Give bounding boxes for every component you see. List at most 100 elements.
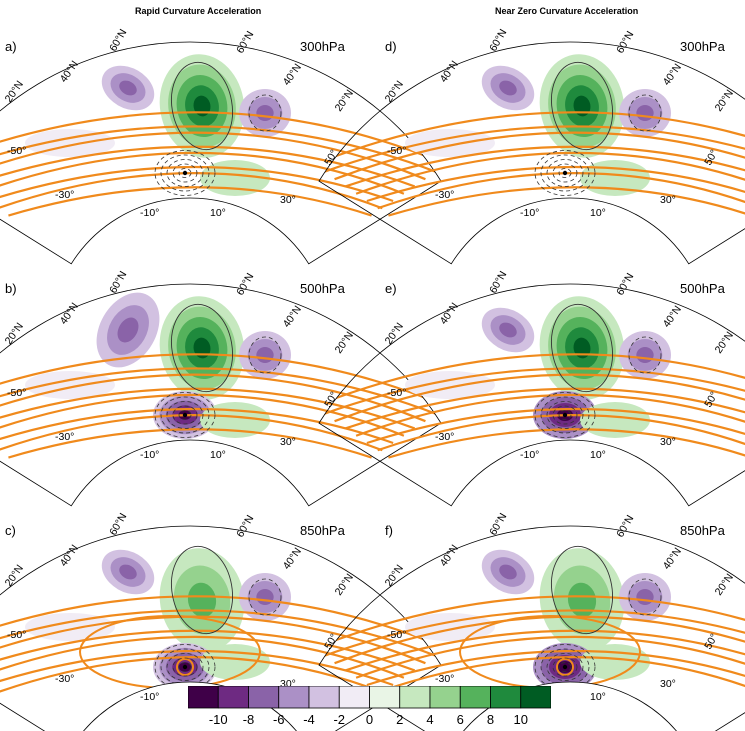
- colorbar-tick-label: 10: [513, 712, 528, 727]
- colorbar-tick-label: 6: [456, 712, 464, 727]
- map-tick-label: 40°N: [438, 543, 461, 569]
- map-tick-label: -50°: [387, 387, 406, 399]
- map-tick-label: 30°: [660, 678, 676, 690]
- panel-label: f): [385, 523, 393, 538]
- map-tick-label: 20°N: [333, 330, 356, 356]
- panel-e: e) 500hPa 60°N 40°N 20°N 60°N 40°N 20°N -50° -30°…: [318, 269, 745, 507]
- colorbar-swatch: [217, 686, 249, 709]
- panel-a: a) 300hPa 60°N 40°N 20°N 60°N 40°N 20°N -50° -30°…: [0, 27, 442, 265]
- map-tick-label: 40°N: [281, 304, 304, 330]
- map-tick-label: -30°: [435, 431, 454, 443]
- map-tick-label: -30°: [435, 673, 454, 685]
- map-tick-label: 40°N: [438, 301, 461, 327]
- map-tick-label: 20°N: [713, 88, 736, 114]
- panel-label: e): [385, 281, 397, 296]
- map-tick-label: -30°: [435, 189, 454, 201]
- pressure-level: 300hPa: [680, 39, 726, 54]
- map-tick-label: -10°: [520, 207, 539, 219]
- map-tick-label: 10°: [590, 449, 606, 461]
- map-tick-label: 50°: [702, 390, 720, 410]
- map-tick-label: 50°: [322, 390, 340, 410]
- map-tick-label: -10°: [520, 449, 539, 461]
- map-tick-label: 60°N: [487, 269, 509, 295]
- colorbar-swatch: [188, 686, 219, 709]
- map-tick-label: 60°N: [234, 271, 256, 297]
- map-tick-label: 40°N: [661, 62, 684, 88]
- colorbar-swatch: [399, 686, 431, 709]
- map-tick-label: 60°N: [487, 27, 509, 53]
- colorbar-tick-label: 2: [396, 712, 404, 727]
- map-tick-label: 60°N: [614, 513, 636, 539]
- map-tick-label: 10°: [590, 691, 606, 703]
- map-tick-label: 10°: [210, 449, 226, 461]
- colorbar-tick-label: -10: [208, 712, 228, 727]
- map-tick-label: 50°: [322, 632, 340, 652]
- panel-label: a): [5, 39, 17, 54]
- panel-label: b): [5, 281, 17, 296]
- map-tick-label: 40°N: [58, 543, 81, 569]
- colorbar-swatch: [308, 686, 340, 709]
- map-tick-label: 60°N: [107, 27, 129, 53]
- colorbar-swatch: [429, 686, 461, 709]
- map-tick-label: 40°N: [661, 546, 684, 572]
- map-tick-label: 10°: [210, 207, 226, 219]
- map-tick-label: 20°N: [713, 330, 736, 356]
- map-tick-label: -30°: [55, 673, 74, 685]
- map-tick-label: -50°: [7, 145, 26, 157]
- map-tick-label: 40°N: [281, 62, 304, 88]
- colorbar-tick-label: -6: [272, 712, 285, 727]
- map-tick-label: 20°N: [3, 321, 26, 347]
- map-tick-label: 20°N: [3, 563, 26, 589]
- map-tick-label: 40°N: [281, 546, 304, 572]
- map-tick-label: -30°: [55, 431, 74, 443]
- map-tick-label: 10°: [590, 207, 606, 219]
- map-tick-label: -50°: [387, 145, 406, 157]
- colorbar-swatch: [248, 686, 280, 709]
- colorbar-tick-label: -8: [242, 712, 255, 727]
- column-title-rapid: Rapid Curvature Acceleration: [135, 6, 262, 16]
- map-tick-label: 40°N: [58, 301, 81, 327]
- colorbar-tick-label: 8: [486, 712, 495, 727]
- panel-label: d): [385, 39, 397, 54]
- colorbar: [188, 686, 551, 709]
- map-tick-label: 20°N: [383, 79, 406, 105]
- map-tick-label: 20°N: [3, 79, 26, 105]
- map-tick-label: 40°N: [661, 304, 684, 330]
- map-tick-label: 60°N: [234, 513, 256, 539]
- map-tick-label: 60°N: [614, 29, 636, 55]
- map-tick-label: 60°N: [107, 511, 129, 537]
- colorbar-tick-label: -2: [333, 712, 346, 727]
- pressure-level: 300hPa: [300, 39, 346, 54]
- map-tick-label: -10°: [140, 207, 159, 219]
- map-tick-label: 60°N: [487, 511, 509, 537]
- pressure-level: 850hPa: [300, 523, 346, 538]
- map-tick-label: 40°N: [438, 59, 461, 85]
- map-tick-label: -10°: [140, 691, 159, 703]
- map-tick-label: 20°N: [333, 88, 356, 114]
- colorbar-tick-label: 4: [426, 712, 434, 727]
- pressure-level: 850hPa: [680, 523, 726, 538]
- map-tick-label: 50°: [702, 632, 720, 652]
- map-tick-label: -50°: [387, 629, 406, 641]
- map-tick-label: 30°: [660, 194, 676, 206]
- colorbar-swatch: [278, 686, 310, 709]
- colorbar-tick-label: -4: [303, 712, 315, 727]
- panel-label: c): [5, 523, 16, 538]
- map-tick-label: 50°: [702, 148, 720, 168]
- colorbar-swatch: [490, 686, 522, 709]
- colorbar-swatch: [369, 686, 401, 709]
- pressure-level: 500hPa: [680, 281, 726, 296]
- panel-b: b) 500hPa 60°N 40°N 20°N 60°N 40°N 20°N -50° -30°…: [0, 269, 442, 507]
- map-tick-label: 20°N: [713, 572, 736, 598]
- panel-d: d) 300hPa 60°N 40°N 20°N 60°N 40°N 20°N -50° -30°…: [318, 27, 745, 265]
- map-tick-label: -10°: [140, 449, 159, 461]
- colorbar-swatch: [520, 686, 551, 709]
- map-tick-label: 30°: [280, 436, 296, 448]
- map-tick-label: -50°: [7, 387, 26, 399]
- colorbar-tick-label: 0: [365, 712, 374, 727]
- map-tick-label: 50°: [322, 148, 340, 168]
- colorbar-swatch: [338, 686, 370, 709]
- pressure-level: 500hPa: [300, 281, 346, 296]
- map-tick-label: 60°N: [234, 29, 256, 55]
